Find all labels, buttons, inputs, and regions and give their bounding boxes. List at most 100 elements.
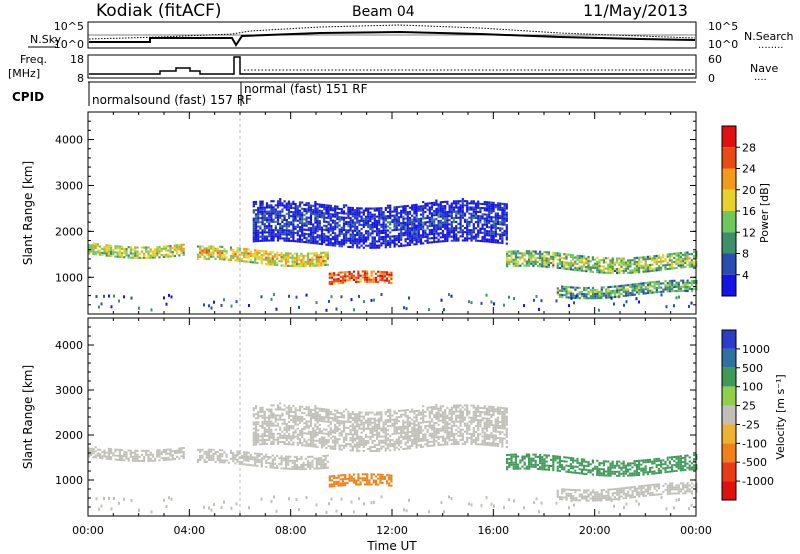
power-cell	[366, 280, 369, 283]
power-cell	[371, 246, 374, 249]
velocity-cell	[653, 487, 656, 490]
power-cell	[441, 213, 445, 216]
power-cell	[474, 210, 478, 213]
velocity-cell	[223, 461, 226, 464]
power-cell	[309, 223, 313, 226]
power-cell	[693, 281, 696, 284]
power-cell	[554, 254, 557, 257]
power-cell	[395, 208, 398, 211]
power-cell	[273, 259, 277, 262]
velocity-cell	[629, 472, 632, 475]
power-cell	[351, 240, 354, 243]
velocity-cell	[169, 452, 172, 455]
velocity-cell	[366, 479, 369, 482]
velocity-cell	[388, 482, 391, 485]
velocity-cell	[673, 470, 676, 473]
power-cell	[638, 267, 641, 270]
power-cell	[446, 211, 449, 214]
power-cell	[347, 206, 350, 209]
power-cell	[450, 229, 453, 232]
velocity-cell	[556, 491, 559, 494]
power-cell	[302, 263, 305, 266]
power-cell	[483, 217, 486, 220]
power-cell	[333, 278, 336, 281]
velocity-cell	[309, 455, 312, 458]
power-cell	[373, 244, 376, 247]
velocity-cell	[508, 457, 511, 460]
velocity-cell	[285, 443, 288, 446]
power-cell	[263, 208, 266, 211]
power-cell	[607, 263, 610, 266]
power-cell	[459, 216, 462, 219]
power-cell	[580, 261, 583, 264]
power-cell	[375, 221, 379, 224]
velocity-cell	[693, 484, 696, 487]
power-cell	[422, 201, 425, 204]
power-cell	[532, 250, 535, 253]
power-cell	[373, 242, 376, 245]
power-cell	[419, 219, 423, 222]
velocity-cell	[129, 449, 132, 452]
power-cell	[370, 272, 373, 275]
velocity-cell	[270, 422, 273, 425]
velocity-cell	[596, 472, 599, 474]
velocity-cell	[158, 449, 161, 452]
power-cell	[303, 203, 306, 206]
velocity-cell	[280, 463, 283, 466]
power-cell	[232, 257, 235, 260]
velocity-cell	[578, 493, 581, 496]
power-cell	[312, 208, 315, 211]
velocity-cell	[326, 466, 329, 469]
velocity-cell	[348, 477, 351, 480]
velocity-cell	[598, 499, 601, 502]
power-cell	[444, 207, 447, 210]
power-cell	[651, 257, 654, 260]
power-cell	[457, 200, 460, 203]
power-cell	[254, 259, 257, 262]
velocity-cell	[292, 405, 295, 407]
power-cell	[485, 223, 489, 226]
velocity-cell	[254, 437, 258, 440]
velocity-cell	[114, 448, 117, 451]
power-cell	[622, 263, 625, 266]
power-cell	[499, 241, 502, 244]
power-cell	[499, 235, 502, 238]
power-cell	[686, 255, 689, 258]
velocity-cell	[350, 479, 353, 482]
power-cell	[459, 235, 462, 238]
power-cell	[470, 218, 473, 221]
power-cell	[349, 210, 352, 213]
power-cell	[360, 207, 363, 210]
velocity-cell	[165, 448, 168, 451]
velocity-cell	[510, 459, 513, 462]
power-cell	[254, 238, 258, 241]
power-cell	[284, 256, 288, 259]
power-cell	[305, 228, 308, 231]
power-cell	[270, 204, 273, 207]
velocity-cell	[363, 479, 367, 482]
velocity-cell	[145, 451, 148, 454]
velocity-cell	[591, 497, 595, 500]
power-cell	[470, 235, 473, 238]
noise-search-trace	[88, 24, 696, 40]
power-cell	[596, 262, 599, 265]
power-cell	[370, 298, 373, 302]
power-cell	[252, 230, 255, 233]
velocity-cell	[110, 456, 113, 459]
power-cell	[360, 244, 363, 247]
velocity-cell	[688, 464, 691, 467]
power-cell	[558, 258, 561, 261]
power-cell	[483, 232, 486, 235]
power-cell	[281, 220, 284, 223]
velocity-cell	[664, 467, 667, 470]
power-cell	[605, 271, 608, 274]
power-cell	[644, 286, 647, 289]
power-cell	[494, 235, 497, 238]
power-cell	[552, 264, 555, 267]
velocity-cell	[521, 459, 524, 462]
power-cell	[472, 227, 475, 230]
power-cell	[640, 286, 643, 289]
velocity-cell	[675, 469, 678, 472]
power-cell	[290, 229, 293, 232]
